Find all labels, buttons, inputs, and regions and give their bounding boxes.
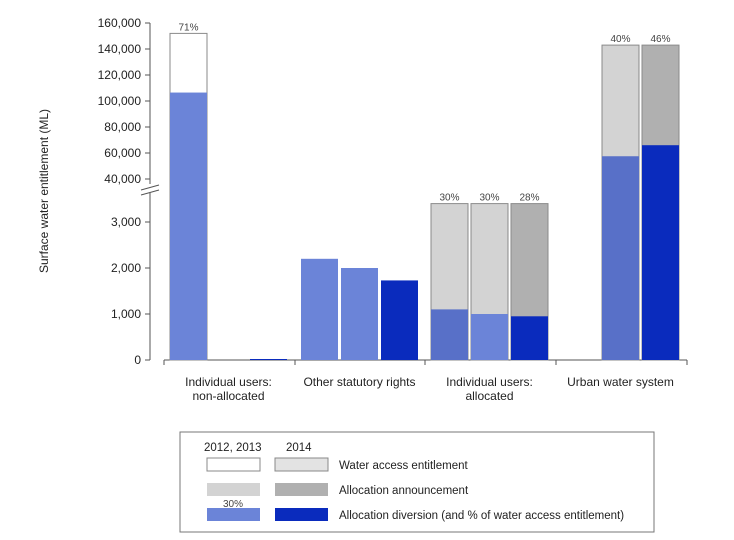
legend-header-left: 2012, 2013: [204, 442, 262, 454]
legend-swatch-2012-2013: [207, 508, 260, 521]
legend-label: Allocation diversion (and % of water acc…: [339, 510, 624, 522]
bar-diversion: [642, 145, 679, 360]
legend-swatch-2014: [274, 457, 329, 472]
bar-diversion: [250, 359, 287, 360]
y-tick-label: 160,000: [98, 16, 142, 30]
axis-break-mark: [140, 189, 160, 196]
bar-percent-label: 30%: [439, 193, 459, 204]
legend-swatch-2012-2013: [207, 483, 260, 496]
bar-diversion: [301, 258, 338, 360]
legend-label: Water access entitlement: [339, 460, 468, 472]
y-axis-title: Surface water entitlement (ML): [37, 109, 51, 273]
y-tick-label: 1,000: [111, 307, 141, 321]
y-tick-label: 0: [134, 353, 141, 367]
bar-diversion: [381, 280, 418, 360]
legend-swatch-2014: [275, 508, 328, 521]
legend-swatch-2014: [275, 483, 328, 496]
bar-percent-label: 46%: [650, 34, 670, 45]
category-label: non-allocated: [192, 389, 264, 403]
category-label: allocated: [465, 389, 513, 403]
category-label: Other statutory rights: [303, 375, 415, 389]
y-tick-label: 40,000: [104, 172, 141, 186]
y-tick-label: 140,000: [98, 42, 142, 56]
legend-label: Allocation announcement: [339, 485, 469, 497]
bar-percent-label: 28%: [519, 193, 539, 204]
legend-header-right: 2014: [286, 442, 312, 454]
y-tick-label: 3,000: [111, 215, 141, 229]
y-tick-label: 80,000: [104, 120, 141, 134]
bar-percent-label: 71%: [178, 22, 198, 33]
y-tick-label: 120,000: [98, 68, 142, 82]
bar-diversion: [170, 92, 207, 361]
y-tick-label: 60,000: [104, 146, 141, 160]
y-tick-label: 2,000: [111, 261, 141, 275]
bar-diversion: [431, 309, 468, 360]
category-label: Urban water system: [567, 375, 674, 389]
bar-diversion: [602, 156, 639, 360]
bar-diversion: [511, 316, 548, 360]
bar-percent-label: 30%: [479, 193, 499, 204]
bar-diversion: [471, 314, 508, 360]
bar-diversion: [341, 268, 378, 360]
legend-swatch-2012-2013: [206, 457, 261, 472]
axis-break-mark: [140, 184, 160, 191]
y-tick-label: 100,000: [98, 94, 142, 108]
bar-percent-label: 40%: [610, 34, 630, 45]
legend-swatch-percent: 30%: [223, 499, 243, 510]
category-label: Individual users:: [446, 375, 533, 389]
category-label: Individual users:: [185, 375, 272, 389]
